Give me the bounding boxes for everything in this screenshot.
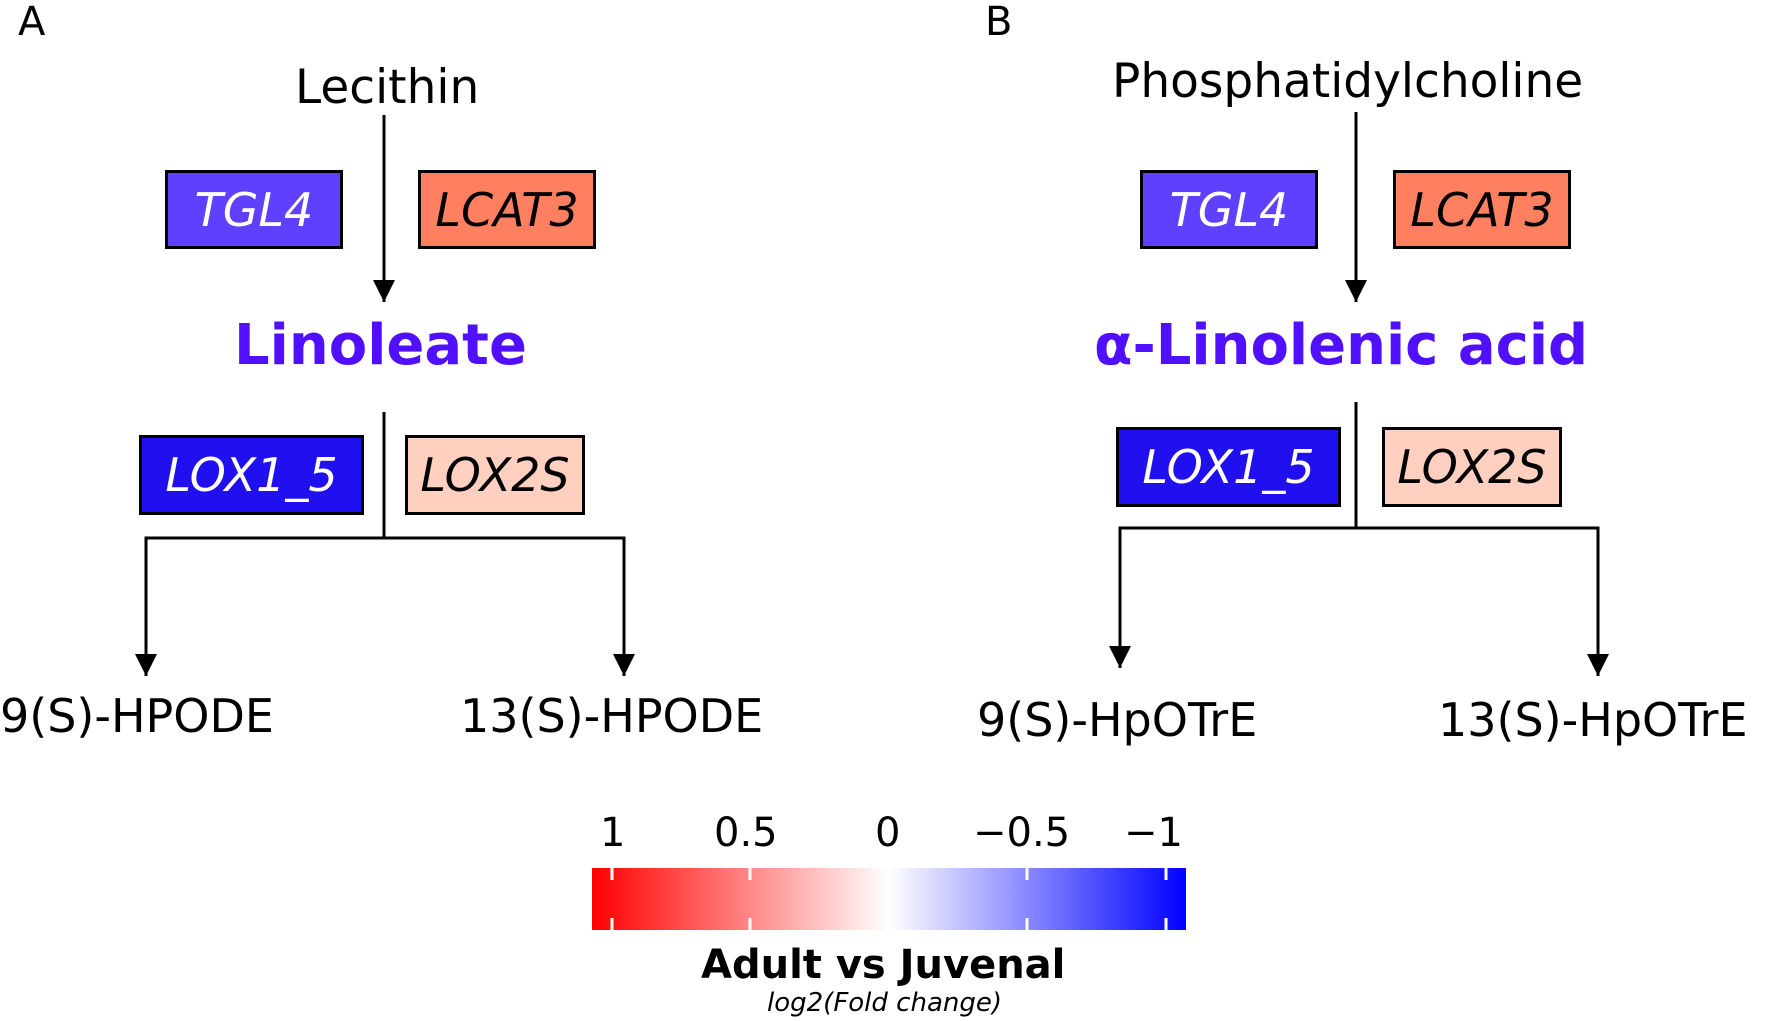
legend-tick-label: 0 bbox=[875, 810, 901, 856]
branch-left-b bbox=[1109, 526, 1356, 668]
substrate-label-a: Lecithin bbox=[295, 60, 480, 115]
output-label-13s-hpode: 13(S)-HPODE bbox=[460, 689, 764, 743]
legend-tick-label: −1 bbox=[1124, 810, 1183, 856]
panel-label-a: A bbox=[18, 0, 46, 45]
gene-box-lcat3-a: LCAT3 bbox=[418, 170, 596, 249]
product-label-b: α-Linolenic acid bbox=[1094, 313, 1589, 378]
legend-tick-label: 0.5 bbox=[714, 810, 778, 856]
panel-label-b: B bbox=[985, 0, 1013, 45]
gene-box-lcat3-b: LCAT3 bbox=[1393, 170, 1571, 249]
output-label-9s-hpode: 9(S)-HPODE bbox=[0, 689, 274, 743]
legend-tick-label: −0.5 bbox=[973, 810, 1071, 856]
branch-right-a bbox=[384, 536, 635, 676]
gene-box-tgl4-b: TGL4 bbox=[1140, 170, 1318, 249]
gene-box-lox1-5-b: LOX1_5 bbox=[1116, 427, 1341, 507]
gene-box-lox2s-b: LOX2S bbox=[1382, 427, 1562, 507]
legend-tick-marks bbox=[610, 868, 1168, 930]
gene-box-lox2s-a: LOX2S bbox=[405, 435, 585, 515]
legend-tick-label: 1 bbox=[600, 810, 626, 856]
branch-right-b bbox=[1356, 526, 1609, 676]
output-label-13s-hpotre: 13(S)-HpOTrE bbox=[1438, 693, 1748, 747]
branch-left-a bbox=[135, 536, 384, 676]
substrate-label-b: Phosphatidylcholine bbox=[1112, 54, 1584, 109]
gene-box-tgl4-a: TGL4 bbox=[165, 170, 343, 249]
output-label-9s-hpotre: 9(S)-HpOTrE bbox=[977, 693, 1258, 747]
gene-box-lox1-5-a: LOX1_5 bbox=[139, 435, 364, 515]
legend-title: Adult vs Juvenal bbox=[701, 942, 1066, 988]
product-label-a: Linoleate bbox=[234, 313, 527, 378]
legend-subtitle: log2(Fold change) bbox=[767, 988, 1003, 1018]
